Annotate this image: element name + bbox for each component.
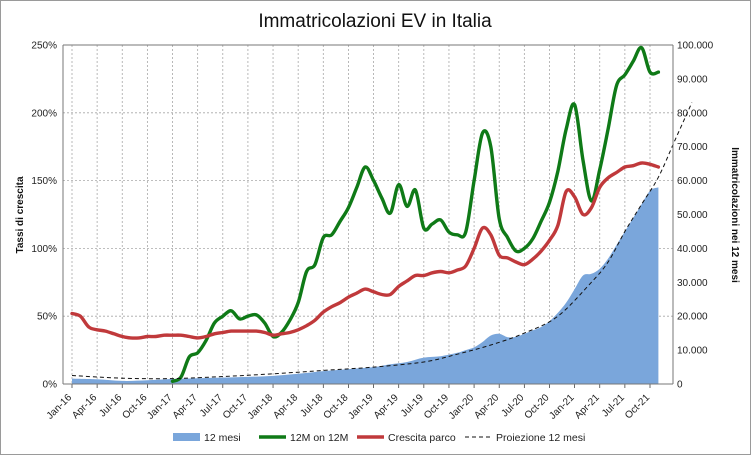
x-tick-label: Apr-21 (573, 392, 602, 421)
lines-layer (70, 45, 693, 383)
x-tick-label: Oct-18 (322, 392, 351, 421)
series-line-12m-on-12m (170, 45, 661, 383)
legend-item-proiezione-12-mesi: Proiezione 12 mesi (465, 432, 585, 444)
x-tick-label: Apr-18 (271, 392, 300, 421)
x-tick-label: Jul-20 (499, 392, 526, 419)
legend-label: 12M on 12M (290, 432, 348, 444)
legend: 12 mesi 12M on 12M Crescita parco Proiezion… (173, 432, 585, 444)
x-tick-label: Apr-20 (472, 392, 501, 421)
x-tick-label: Jan-21 (547, 392, 577, 422)
y-axis-left-label: Tassi di crescita (15, 176, 26, 254)
legend-label: Proiezione 12 mesi (496, 432, 585, 444)
y-right-tick-label: 20.000 (677, 312, 708, 323)
y-right-tick-label: 60.000 (677, 176, 708, 187)
y-right-tick-label: 90.000 (677, 74, 708, 85)
chart-title: Immatricolazioni EV in Italia (258, 11, 492, 32)
y-right-tick-label: 70.000 (677, 142, 708, 153)
x-tick-label: Jul-19 (399, 392, 426, 419)
x-tick-label: Jan-18 (246, 392, 276, 422)
x-tick-label: Jan-20 (447, 392, 477, 422)
y-left-tick-label: 250% (31, 41, 57, 52)
legend-swatch (173, 433, 200, 441)
series-line-crescita-parco (70, 161, 661, 340)
y-right-tick-label: 80.000 (677, 108, 708, 119)
y-left-tick-label: 0% (43, 380, 58, 391)
series-area-12-mesi (72, 187, 659, 384)
x-tick-label: Jul-17 (198, 392, 225, 419)
x-tick-label: Jan-16 (45, 392, 75, 422)
x-tick-label: Jul-18 (298, 392, 325, 419)
x-tick-label: Oct-17 (221, 392, 250, 421)
y-left-tick-label: 150% (31, 176, 57, 187)
y-right-tick-label: 50.000 (677, 210, 708, 221)
y-right-tick-label: 30.000 (677, 278, 708, 289)
axes (62, 44, 674, 388)
x-tick-label: Apr-16 (70, 392, 99, 421)
x-tick-label: Oct-21 (623, 392, 652, 421)
x-tick-label: Jul-21 (600, 392, 627, 419)
x-tick-label: Jul-16 (97, 392, 124, 419)
x-tick-label: Oct-16 (121, 392, 150, 421)
legend-item-crescita-parco: Crescita parco (357, 432, 456, 444)
x-tick-label: Jan-19 (346, 392, 376, 422)
y-right-tick-label: 10.000 (677, 346, 708, 357)
y-right-tick-label: 0 (677, 380, 683, 391)
x-tick-label: Jan-17 (145, 392, 175, 422)
legend-item-12m-on-12m: 12M on 12M (259, 432, 348, 444)
x-tick-label: Oct-20 (523, 392, 552, 421)
x-tick-label: Apr-17 (171, 392, 200, 421)
series-line-proiezione-12-mesi (71, 102, 693, 380)
x-tick-label: Apr-19 (372, 392, 401, 421)
y-left-tick-label: 200% (31, 108, 57, 119)
y-left-tick-label: 50% (37, 312, 57, 323)
x-tick-label: Oct-19 (422, 392, 451, 421)
legend-label: 12 mesi (204, 432, 241, 444)
area-layer (72, 187, 659, 384)
y-axis-right-label: Immatricolazioni nei 12 mesi (729, 147, 740, 283)
y-left-tick-label: 100% (31, 244, 57, 255)
legend-label: Crescita parco (388, 432, 456, 444)
y-right-tick-label: 100.000 (677, 41, 714, 52)
y-right-tick-label: 40.000 (677, 244, 708, 255)
legend-item-12-mesi: 12 mesi (173, 432, 241, 444)
